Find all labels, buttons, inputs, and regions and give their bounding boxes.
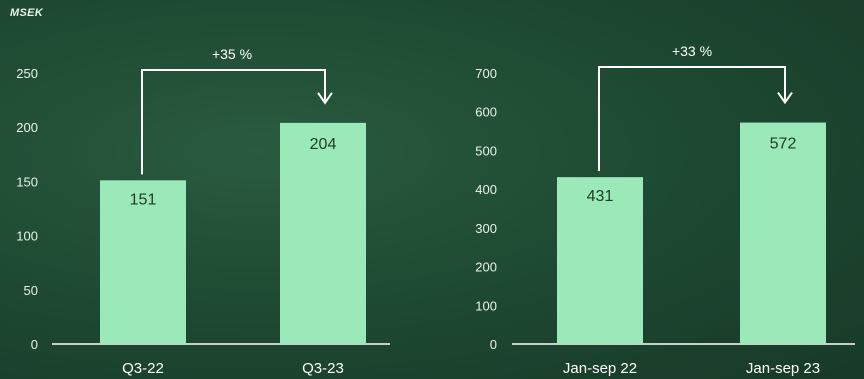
bar: [557, 177, 643, 344]
unit-label: MSEK: [10, 7, 43, 19]
y-tick-label: 600: [475, 105, 497, 120]
change-arrow-line: [598, 66, 786, 172]
bar: [100, 180, 186, 344]
bar-value-label: 204: [310, 136, 337, 153]
y-tick-label: 250: [16, 66, 38, 81]
y-tick-label: 0: [490, 337, 497, 352]
y-tick-label: 200: [16, 120, 38, 135]
change-label: +33 %: [672, 43, 712, 59]
change-label: +35 %: [212, 46, 252, 62]
change-arrow-line: [141, 69, 326, 175]
y-tick-label: 500: [475, 143, 497, 158]
change-arrow-head: [317, 92, 333, 105]
y-tick-label: 50: [24, 283, 38, 298]
bar-value-label: 151: [130, 191, 157, 208]
change-arrow-head: [777, 91, 793, 105]
bar: [280, 122, 366, 344]
bar: [740, 122, 826, 344]
bar-value-label: 572: [770, 136, 797, 153]
x-tick-label: Jan-sep 23: [746, 360, 820, 377]
bar-value-label: 431: [587, 188, 614, 205]
x-tick-label: Q3-22: [122, 360, 164, 377]
y-tick-label: 100: [16, 229, 38, 244]
y-tick-label: 200: [475, 260, 497, 275]
y-tick-label: 300: [475, 221, 497, 236]
y-tick-label: 100: [475, 298, 497, 313]
x-tick-label: Q3-23: [302, 360, 344, 377]
y-tick-label: 700: [475, 66, 497, 81]
y-tick-label: 400: [475, 182, 497, 197]
x-tick-label: Jan-sep 22: [563, 360, 637, 377]
y-tick-label: 0: [31, 337, 38, 352]
y-tick-label: 150: [16, 174, 38, 189]
